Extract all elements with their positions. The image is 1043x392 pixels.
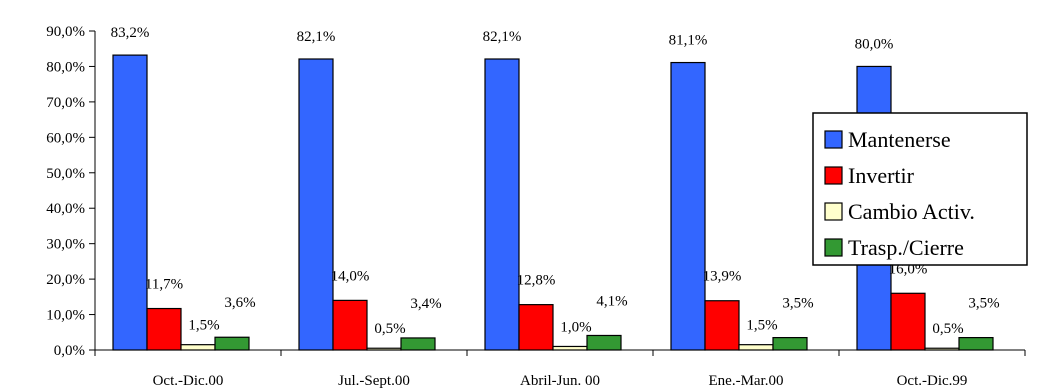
bar — [214, 336, 250, 351]
y-tick-label: 0,0% — [54, 343, 85, 359]
y-tick-label: 90,0% — [46, 24, 85, 40]
data-label: 1,5% — [746, 318, 777, 334]
data-label: 80,0% — [855, 36, 894, 52]
legend-swatch — [824, 130, 843, 149]
axes: 0,0% 10,0% 20,0% 30,0% 40,0% 50,0% 60,0% 70,0% 8… — [46, 24, 1026, 389]
legend-swatch — [824, 202, 843, 221]
data-label: 3,6% — [224, 295, 255, 311]
data-label: 0,5% — [932, 321, 963, 337]
legend-label: Invertir — [848, 163, 915, 188]
y-tick-label: 50,0% — [46, 166, 85, 182]
data-label: 3,5% — [968, 296, 999, 312]
data-label: 4,1% — [596, 293, 627, 309]
y-tick-label: 40,0% — [46, 201, 85, 217]
data-label: 3,5% — [782, 296, 813, 312]
bar — [552, 345, 588, 351]
data-label: 82,1% — [483, 29, 522, 45]
bar — [738, 344, 774, 351]
data-label: 1,0% — [560, 319, 591, 335]
bar — [332, 299, 368, 351]
bar — [112, 54, 148, 351]
bars — [112, 54, 994, 351]
bar — [400, 337, 436, 351]
y-tick-label: 60,0% — [46, 130, 85, 146]
bar — [484, 58, 520, 351]
data-label: 12,8% — [517, 273, 556, 289]
bar — [772, 336, 808, 351]
bar — [298, 58, 334, 351]
y-tick-label: 70,0% — [46, 95, 85, 111]
y-tick-label: 10,0% — [46, 308, 85, 324]
x-category-label: Ene.-Mar.00 — [709, 373, 784, 389]
legend-swatch — [824, 166, 843, 185]
data-label: 81,1% — [669, 33, 708, 49]
bar — [924, 347, 960, 351]
legend-swatch — [824, 238, 843, 257]
data-label: 14,0% — [331, 268, 370, 284]
data-label: 1,5% — [188, 318, 219, 334]
bar — [518, 304, 554, 351]
data-label: 11,7% — [145, 277, 183, 293]
x-category-label: Abril-Jun. 00 — [520, 373, 600, 389]
legend-box — [812, 112, 1028, 266]
x-category-label: Jul.-Sept.00 — [338, 373, 410, 389]
bar — [890, 292, 926, 351]
legend-label: Mantenerse — [848, 127, 951, 152]
x-category-label: Oct.-Dic.00 — [153, 373, 224, 389]
bar — [146, 307, 182, 351]
data-label: 13,9% — [703, 269, 742, 285]
y-tick-label: 20,0% — [46, 272, 85, 288]
bar — [670, 61, 706, 351]
x-category-label: Oct.-Dic.99 — [897, 373, 968, 389]
legend-label: Trasp./Cierre — [848, 235, 964, 260]
bar — [958, 336, 994, 351]
bar — [180, 344, 216, 351]
y-tick-label: 30,0% — [46, 237, 85, 253]
y-tick-label: 80,0% — [46, 59, 85, 75]
data-label: 3,4% — [410, 296, 441, 312]
bar — [704, 300, 740, 351]
bar — [366, 347, 402, 351]
legend-label: Cambio Activ. — [848, 199, 975, 224]
legend: Mantenerse Invertir Cambio Activ. Trasp./Ci… — [812, 112, 1028, 266]
data-label: 0,5% — [374, 321, 405, 337]
data-label: 82,1% — [297, 29, 336, 45]
data-label: 83,2% — [111, 25, 150, 41]
bar — [586, 334, 622, 351]
